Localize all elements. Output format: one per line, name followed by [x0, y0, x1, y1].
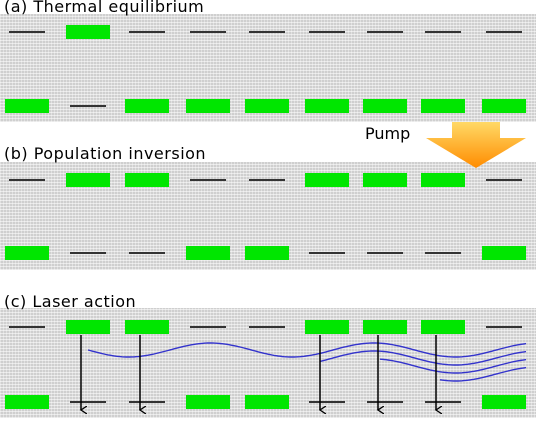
- panel2-lower-4-atom: [245, 395, 289, 409]
- panel2-upper-5-atom: [305, 320, 349, 334]
- panel0-lower-0-atom: [5, 99, 49, 113]
- panel2-lower-5-empty-level: [309, 401, 345, 403]
- panel2-upper-4-empty-level: [249, 326, 285, 328]
- panel2-upper-3-empty-level: [190, 326, 226, 328]
- panel1-lower-5-empty-level: [309, 252, 345, 254]
- panel1-lower-3-atom: [186, 246, 230, 260]
- panel1-upper-1-atom: [66, 173, 110, 187]
- panel0-upper-1-atom: [66, 25, 110, 39]
- panel0-lower-8-atom: [482, 99, 526, 113]
- panel0-lower-7-atom: [421, 99, 465, 113]
- panel2-upper-6-atom: [363, 320, 407, 334]
- panel2-upper-1-atom: [66, 320, 110, 334]
- panel1-lower-2-empty-level: [129, 252, 165, 254]
- panel2-lower-1-empty-level: [70, 401, 106, 403]
- panel0-upper-0-empty-level: [9, 31, 45, 33]
- light-wave-0: [87, 342, 527, 358]
- panel0-upper-6-empty-level: [367, 31, 403, 33]
- panel0-upper-3-empty-level: [190, 31, 226, 33]
- panel1-lower-7-empty-level: [425, 252, 461, 254]
- panel1-lower-1-empty-level: [70, 252, 106, 254]
- panel0-lower-2-atom: [125, 99, 169, 113]
- pump-label: Pump: [365, 124, 411, 143]
- caption-thermal-equilibrium: (a) Thermal equilibrium: [4, 0, 205, 16]
- panel1-upper-8-empty-level: [486, 179, 522, 181]
- panel0-upper-5-empty-level: [309, 31, 345, 33]
- panel2-lower-7-empty-level: [425, 401, 461, 403]
- panel1-upper-6-atom: [363, 173, 407, 187]
- panel1-upper-4-empty-level: [249, 179, 285, 181]
- light-wave-1: [319, 350, 527, 366]
- panel0-lower-5-atom: [305, 99, 349, 113]
- pump-arrow-icon: [426, 122, 526, 168]
- stimulated-emission-arrows: [81, 335, 436, 410]
- panel2-upper-7-atom: [421, 320, 465, 334]
- panel2-lower-2-empty-level: [129, 401, 165, 403]
- panel1-lower-0-atom: [5, 246, 49, 260]
- panel2-upper-2-atom: [125, 320, 169, 334]
- panel0-upper-2-empty-level: [129, 31, 165, 33]
- panel2-lower-6-empty-level: [367, 401, 403, 403]
- light-wave-3: [439, 366, 527, 382]
- panel0-upper-7-empty-level: [425, 31, 461, 33]
- panel0-lower-6-atom: [363, 99, 407, 113]
- panel2-upper-0-empty-level: [9, 326, 45, 328]
- panel0-upper-4-empty-level: [249, 31, 285, 33]
- panel1-lower-6-empty-level: [367, 252, 403, 254]
- light-wave-2: [379, 358, 527, 374]
- panel1-lower-4-atom: [245, 246, 289, 260]
- panel1-upper-3-empty-level: [190, 179, 226, 181]
- panel2-lower-0-atom: [5, 395, 49, 409]
- panel1-upper-7-atom: [421, 173, 465, 187]
- caption-laser-action: (c) Laser action: [4, 292, 137, 311]
- panel0-lower-3-atom: [186, 99, 230, 113]
- laser-light-waves: [87, 342, 527, 382]
- panel0-lower-1-empty-level: [70, 105, 106, 107]
- panel1-lower-8-atom: [482, 246, 526, 260]
- panel2-lower-8-atom: [482, 395, 526, 409]
- panel1-upper-5-atom: [305, 173, 349, 187]
- panel2-lower-3-atom: [186, 395, 230, 409]
- panel0-lower-4-atom: [245, 99, 289, 113]
- panel1-upper-2-atom: [125, 173, 169, 187]
- caption-population-inversion: (b) Population inversion: [4, 144, 207, 163]
- panel0-upper-8-empty-level: [486, 31, 522, 33]
- panel2-upper-8-empty-level: [486, 326, 522, 328]
- panel1-upper-0-empty-level: [9, 179, 45, 181]
